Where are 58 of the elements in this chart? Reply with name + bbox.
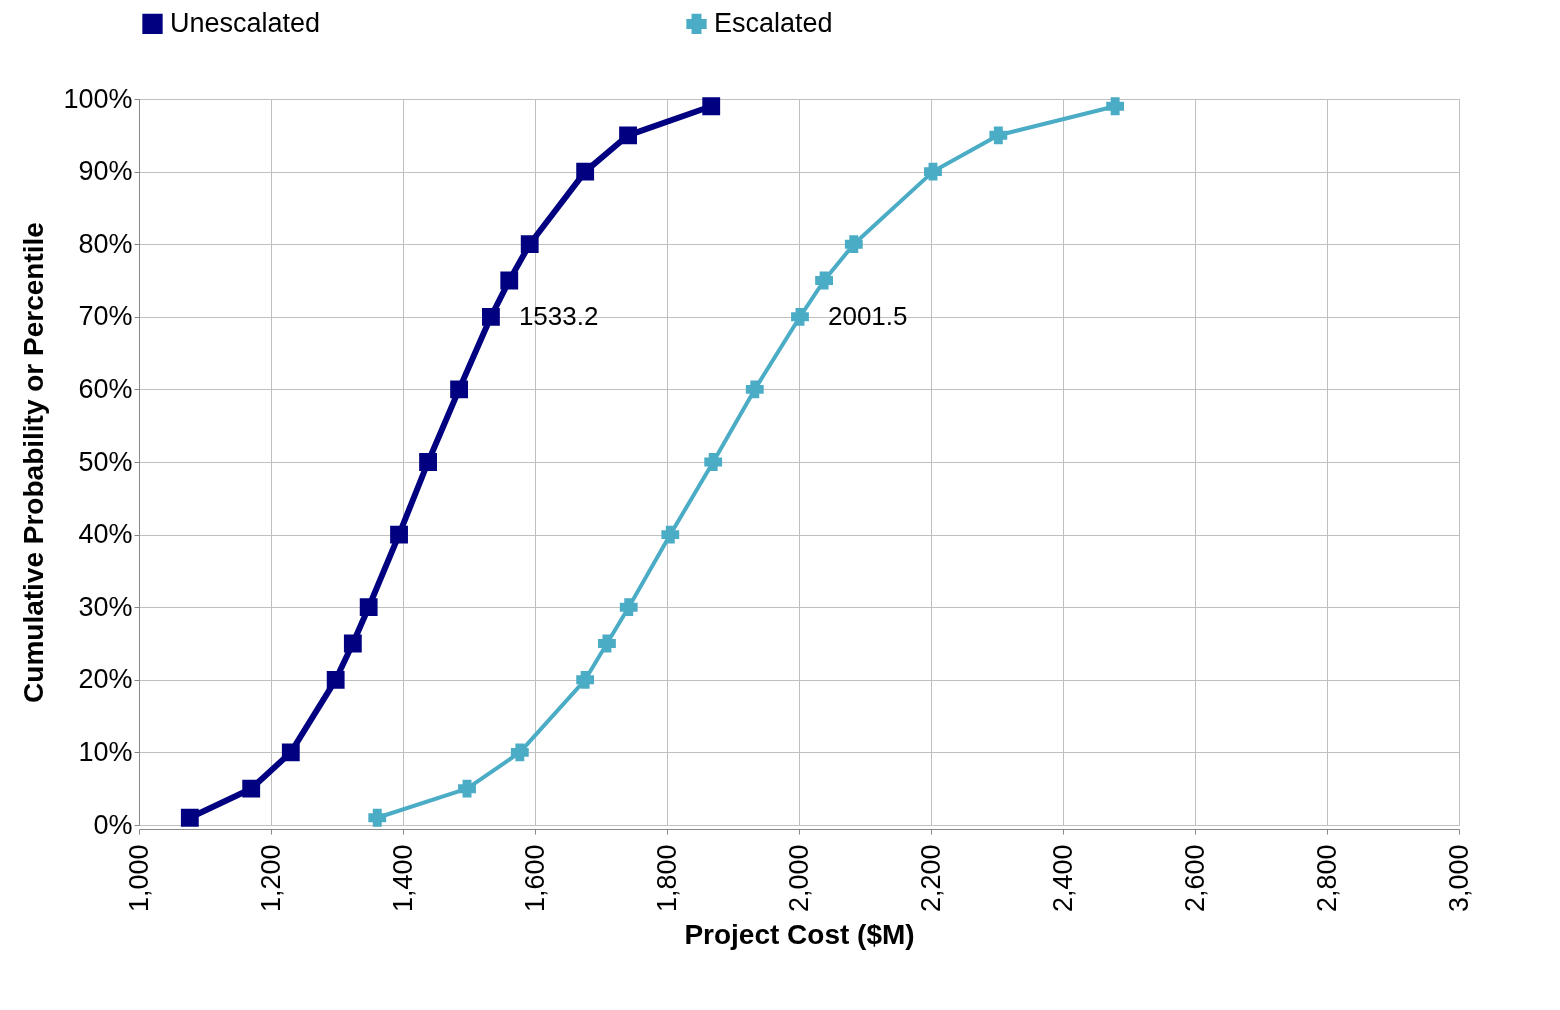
x-tick-label: 1,600 — [519, 844, 550, 913]
point — [359, 598, 378, 617]
point — [661, 525, 680, 544]
point — [458, 779, 476, 798]
y-tick-label: 70% — [78, 301, 133, 332]
point — [500, 271, 519, 290]
point — [844, 235, 863, 254]
legend-label: Unescalated — [170, 7, 321, 38]
annotation: 1533.2 — [518, 300, 599, 331]
point — [576, 162, 595, 181]
point — [704, 453, 723, 471]
point — [520, 235, 539, 254]
annotation: 2001.5 — [827, 300, 908, 331]
point — [419, 453, 437, 471]
y-tick-label: 80% — [78, 228, 133, 259]
point — [510, 743, 529, 762]
y-tick-label: 0% — [93, 809, 133, 840]
point — [619, 598, 638, 617]
x-tick-label: 1,400 — [387, 844, 418, 913]
y-tick-label: 40% — [78, 519, 133, 550]
x-tick-label: 2,200 — [915, 844, 946, 913]
x-tick-label: 3,000 — [1443, 844, 1474, 913]
point — [343, 634, 362, 653]
point — [791, 307, 809, 326]
point — [242, 779, 261, 798]
y-tick-label: 10% — [78, 736, 133, 767]
point — [482, 307, 500, 326]
y-tick-label: 50% — [78, 446, 133, 477]
y-tick-label: 30% — [78, 591, 133, 622]
x-tick-label: 2,000 — [783, 844, 814, 913]
y-axis-title: Cumulative Probability or Percentile — [18, 222, 50, 703]
point — [815, 271, 833, 290]
legend-label: Escalated — [714, 7, 833, 38]
x-tick-label: 2,400 — [1047, 844, 1078, 913]
point — [390, 525, 408, 544]
y-tick-label: 60% — [78, 373, 133, 404]
point — [989, 126, 1008, 145]
y-tick-label: 100% — [63, 83, 133, 114]
point — [745, 380, 764, 399]
point — [281, 743, 300, 762]
y-tick-label: 90% — [78, 156, 133, 187]
x-tick-label: 1,000 — [123, 844, 154, 913]
point — [598, 634, 616, 653]
x-tick-label: 2,600 — [1179, 844, 1210, 913]
point — [1106, 97, 1125, 116]
point — [576, 670, 595, 689]
point — [326, 670, 345, 689]
x-tick-label: 2,800 — [1311, 844, 1342, 913]
y-tick-label: 20% — [78, 664, 133, 695]
x-tick-label: 1,200 — [255, 844, 286, 913]
x-tick-label: 1,800 — [651, 844, 682, 913]
point — [368, 808, 387, 827]
point — [619, 126, 637, 145]
x-axis-title: Project Cost ($M) — [684, 919, 915, 951]
point — [180, 808, 199, 827]
point — [924, 162, 942, 181]
point — [450, 380, 469, 399]
point — [702, 97, 721, 116]
